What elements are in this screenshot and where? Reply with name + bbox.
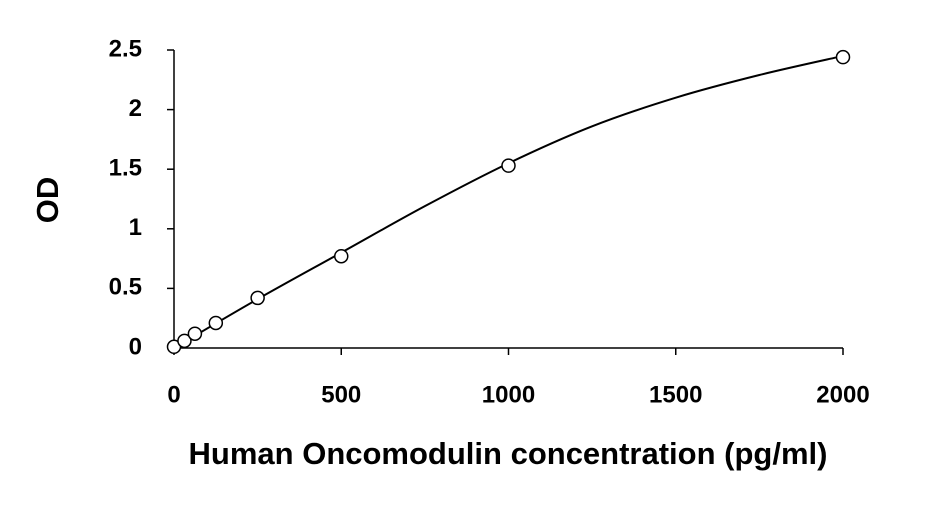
y-axis-label: OD — [30, 177, 65, 224]
y-tick-label: 0.5 — [109, 274, 142, 301]
data-point — [501, 158, 516, 173]
data-point — [177, 333, 192, 349]
data-point — [835, 49, 851, 65]
x-axis-label: Human Oncomodulin concentration (pg/ml) — [189, 436, 828, 471]
y-tick-label: 2.5 — [109, 35, 142, 62]
data-point — [250, 290, 265, 306]
x-tick-label: 1000 — [482, 381, 535, 408]
y-tick-label: 2 — [129, 95, 142, 122]
x-tick-label: 1500 — [649, 381, 702, 408]
fit-curve — [173, 54, 844, 349]
data-point — [187, 326, 203, 341]
data-point — [208, 315, 224, 331]
x-tick-label: 2000 — [816, 381, 869, 408]
data-point — [334, 248, 349, 264]
y-tick-label: 0 — [129, 333, 142, 360]
x-tick-label: 0 — [167, 381, 180, 408]
x-tick-label: 500 — [321, 381, 361, 408]
y-tick-label: 1 — [129, 214, 142, 241]
y-tick-label: 1.5 — [109, 155, 142, 182]
